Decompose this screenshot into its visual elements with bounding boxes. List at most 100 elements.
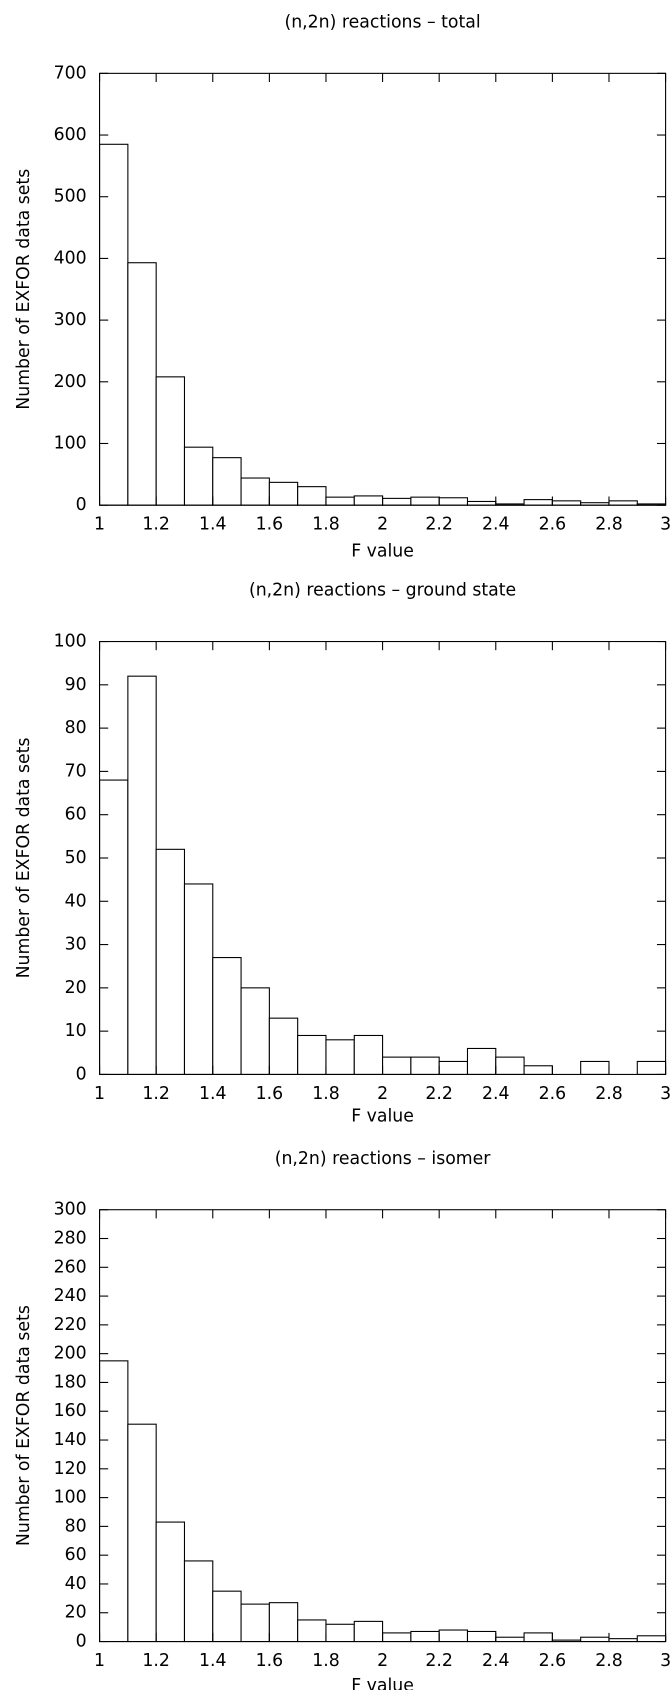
chart-title: (n,2n) reactions – ground state <box>249 581 516 601</box>
x-tick-label: 2 <box>377 1084 388 1104</box>
bar <box>183 446 214 506</box>
y-tick-label: 300 <box>54 310 87 330</box>
bar <box>495 1056 525 1075</box>
bar <box>608 500 638 506</box>
x-axis-label: F value <box>351 1676 414 1690</box>
y-tick-label: 40 <box>65 1574 87 1594</box>
bar <box>325 1039 355 1075</box>
x-tick-label: 2.6 <box>539 515 567 535</box>
bar <box>325 1623 355 1643</box>
bar <box>523 499 553 506</box>
x-axis-label: F value <box>351 1107 414 1127</box>
bar <box>155 1521 186 1643</box>
bar <box>636 1635 667 1643</box>
x-tick-label: 1.8 <box>312 1651 340 1671</box>
y-tick-label: 140 <box>54 1430 87 1450</box>
y-tick-label: 90 <box>65 675 87 695</box>
bar <box>438 1629 469 1643</box>
bar <box>127 1423 157 1643</box>
y-tick-label: 120 <box>54 1459 87 1479</box>
bar <box>466 500 497 506</box>
x-tick-label: 1.2 <box>142 1084 170 1104</box>
x-tick-label: 2.2 <box>425 515 453 535</box>
bar <box>99 1360 129 1643</box>
bar <box>353 1620 384 1643</box>
bar <box>212 457 242 506</box>
bar <box>240 1603 270 1643</box>
y-tick-label: 200 <box>54 372 87 392</box>
bar <box>353 495 384 506</box>
bar <box>382 497 412 506</box>
bar <box>155 376 186 506</box>
x-tick-label: 2.4 <box>482 1651 510 1671</box>
y-tick-label: 240 <box>54 1286 87 1306</box>
x-tick-label: 1.4 <box>199 1651 227 1671</box>
bar <box>240 477 270 506</box>
y-tick-label: 100 <box>54 433 87 453</box>
bar <box>353 1034 384 1075</box>
bar <box>183 1560 214 1643</box>
x-tick-label: 1.2 <box>142 515 170 535</box>
bar <box>127 675 157 1075</box>
bar <box>495 1636 525 1643</box>
bar <box>580 1636 610 1643</box>
chart-title: (n,2n) reactions – total <box>284 12 480 32</box>
x-tick-label: 1.6 <box>256 515 284 535</box>
bar <box>325 496 355 506</box>
x-tick-label: 1.8 <box>312 515 340 535</box>
y-tick-label: 50 <box>65 848 87 868</box>
bar <box>127 262 157 506</box>
chart-title: (n,2n) reactions – isomer <box>275 1149 492 1169</box>
bar <box>410 1056 440 1075</box>
x-tick-label: 3 <box>660 1651 671 1671</box>
y-tick-label: 400 <box>54 248 87 268</box>
bar <box>382 1056 412 1075</box>
bar <box>212 957 242 1075</box>
bar <box>183 883 214 1075</box>
y-tick-label: 600 <box>54 125 87 145</box>
y-tick-label: 80 <box>65 718 87 738</box>
bar <box>410 1630 440 1643</box>
y-tick-label: 60 <box>65 1545 87 1565</box>
x-tick-label: 2.4 <box>482 1084 510 1104</box>
y-tick-label: 220 <box>54 1315 87 1335</box>
y-tick-label: 20 <box>65 1603 87 1623</box>
bar <box>99 779 129 1075</box>
y-axis-label: Number of EXFOR data sets <box>14 1305 34 1546</box>
bar <box>155 848 186 1075</box>
bar <box>297 1034 327 1075</box>
bar <box>466 1047 497 1075</box>
y-tick-label: 80 <box>65 1516 87 1536</box>
x-axis-label: F value <box>351 542 414 562</box>
y-tick-label: 0 <box>76 1064 87 1084</box>
bar <box>240 987 270 1075</box>
y-tick-label: 70 <box>65 761 87 781</box>
bar <box>466 1630 497 1643</box>
y-tick-label: 40 <box>65 891 87 911</box>
x-tick-label: 1 <box>94 1651 105 1671</box>
x-tick-label: 1 <box>94 1084 105 1104</box>
bar <box>636 1060 667 1075</box>
y-tick-label: 160 <box>54 1401 87 1421</box>
y-axis-label: Number of EXFOR data sets <box>14 738 34 979</box>
bar <box>268 481 299 506</box>
bar <box>99 143 129 506</box>
bar <box>551 500 582 506</box>
y-tick-label: 500 <box>54 187 87 207</box>
y-tick-label: 10 <box>65 1021 87 1041</box>
bar <box>438 497 469 506</box>
x-tick-label: 3 <box>660 1084 671 1104</box>
x-tick-label: 2.2 <box>425 1084 453 1104</box>
bar <box>297 486 327 506</box>
y-tick-label: 180 <box>54 1372 87 1392</box>
x-tick-label: 2 <box>377 515 388 535</box>
y-tick-label: 30 <box>65 935 87 955</box>
y-tick-label: 0 <box>76 1632 87 1652</box>
bar <box>523 1065 553 1075</box>
x-tick-label: 1.8 <box>312 1084 340 1104</box>
x-tick-label: 1 <box>94 515 105 535</box>
bar <box>297 1619 327 1643</box>
y-tick-label: 60 <box>65 805 87 825</box>
